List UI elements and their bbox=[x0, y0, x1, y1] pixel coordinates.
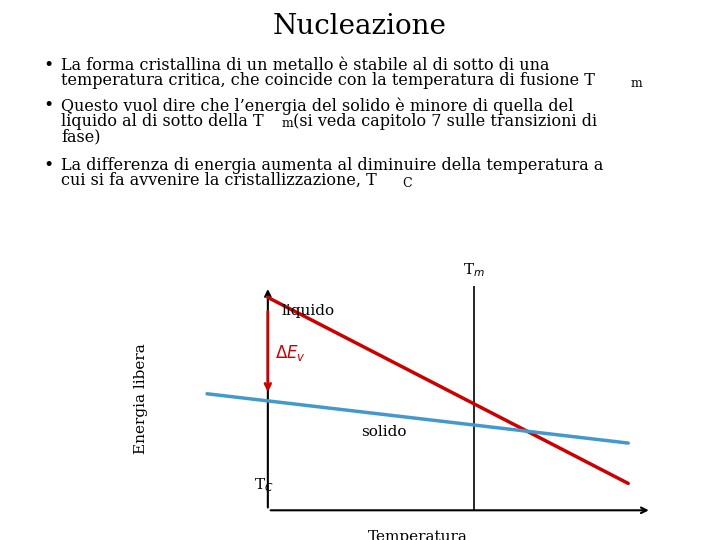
Text: •: • bbox=[43, 157, 53, 173]
Text: (si veda capitolo 7 sulle transizioni di: (si veda capitolo 7 sulle transizioni di bbox=[288, 113, 597, 130]
Text: La differenza di energia aumenta al diminuire della temperatura a: La differenza di energia aumenta al dimi… bbox=[61, 157, 603, 173]
Text: Temperatura: Temperatura bbox=[368, 530, 467, 540]
Text: m: m bbox=[282, 117, 293, 130]
Text: Energia libera: Energia libera bbox=[135, 343, 148, 454]
Text: C: C bbox=[402, 177, 411, 190]
Text: La forma cristallina di un metallo è stabile al di sotto di una: La forma cristallina di un metallo è sta… bbox=[61, 57, 549, 73]
Text: Questo vuol dire che l’energia del solido è minore di quella del: Questo vuol dire che l’energia del solid… bbox=[61, 97, 574, 114]
Text: •: • bbox=[43, 97, 53, 114]
Text: cui si fa avvenire la cristallizzazione, T: cui si fa avvenire la cristallizzazione,… bbox=[61, 172, 377, 189]
Text: •: • bbox=[43, 57, 53, 73]
Text: T$_C$: T$_C$ bbox=[254, 477, 274, 495]
Text: Nucleazione: Nucleazione bbox=[273, 14, 447, 40]
Text: liquido al di sotto della T: liquido al di sotto della T bbox=[61, 113, 264, 130]
Text: temperatura critica, che coincide con la temperatura di fusione T: temperatura critica, che coincide con la… bbox=[61, 72, 595, 89]
Text: liquido: liquido bbox=[282, 304, 335, 318]
Text: T$_m$: T$_m$ bbox=[463, 262, 485, 280]
Text: fase): fase) bbox=[61, 129, 101, 145]
Text: $\Delta E_v$: $\Delta E_v$ bbox=[275, 343, 306, 363]
Text: solido: solido bbox=[361, 425, 407, 439]
Text: m: m bbox=[631, 77, 642, 90]
